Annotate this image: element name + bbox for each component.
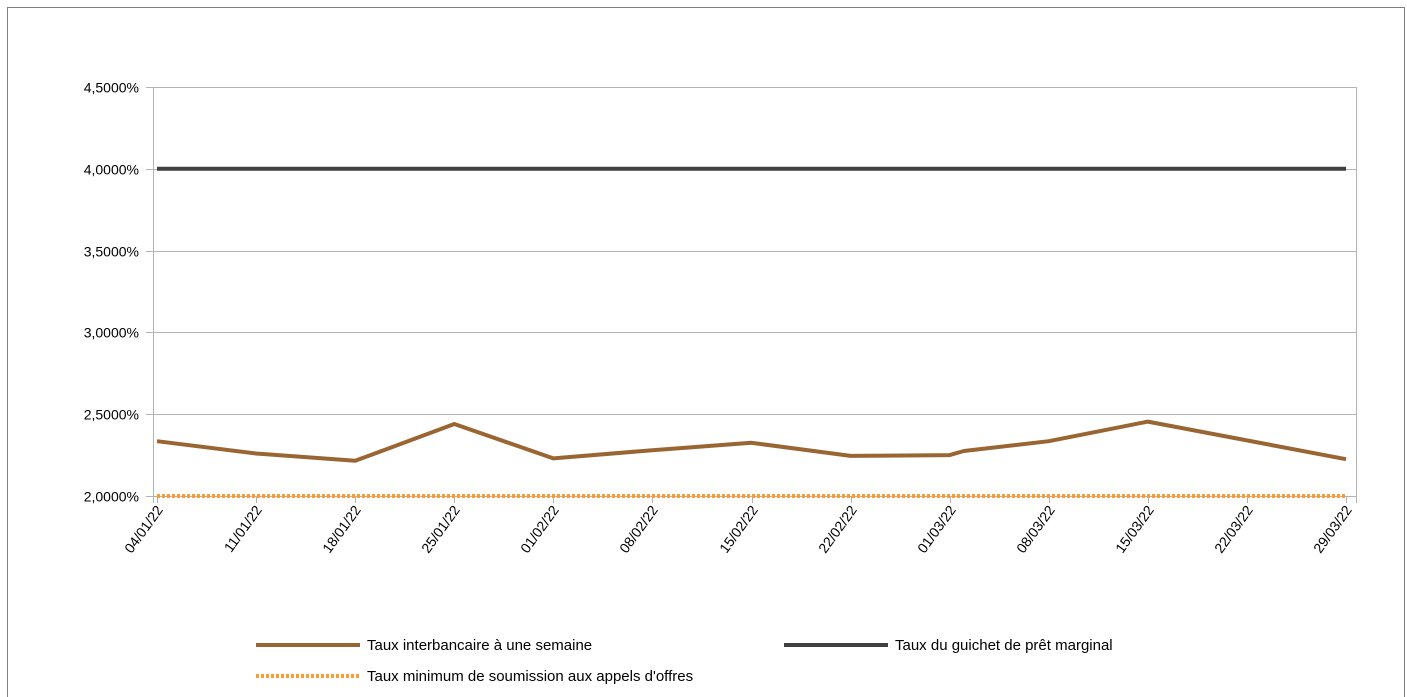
legend-item-minimum-bid: Taux minimum de soumission aux appels d'… [256,668,693,685]
legend: Taux interbancaire à une semaine Taux du … [256,637,1113,685]
legend-label: Taux interbancaire à une semaine [367,637,592,654]
x-tick-label: 01/02/22 [517,502,562,556]
legend-item-interbank: Taux interbancaire à une semaine [256,637,592,654]
x-tick-label: 15/02/22 [716,502,761,556]
y-tick-label: 3,5000% [84,244,139,260]
x-tick-label: 04/01/22 [121,502,166,556]
x-tick-label: 11/01/22 [221,502,265,555]
x-tick-label: 18/01/22 [319,502,364,556]
y-tick-label: 4,5000% [84,80,139,96]
x-tick-label: 29/03/22 [1310,502,1355,556]
y-tick-label: 2,0000% [84,489,139,505]
y-tick-label: 2,5000% [84,407,139,423]
x-tick-label: 08/03/22 [1013,502,1058,556]
x-tick-label: 22/03/22 [1211,502,1256,556]
y-tick-label: 4,0000% [84,162,139,178]
grid-lines [153,87,1356,497]
x-axis-ticks: 04/01/22 11/01/22 18/01/22 25/01/22 01/02/22… [121,496,1355,556]
chart-frame [7,7,1405,697]
x-tick-label: 08/02/22 [616,502,661,556]
x-tick-label: 15/03/22 [1112,502,1157,556]
axes [153,87,1357,503]
series-line-interbank [156,419,1347,463]
legend-label: Taux minimum de soumission aux appels d'… [367,668,693,685]
series-lines [156,166,1347,498]
x-tick-label: 22/02/22 [815,502,860,556]
x-tick-label: 25/01/22 [418,502,463,556]
x-tick-label: 01/03/22 [914,502,959,556]
legend-item-marginal-lending: Taux du guichet de prêt marginal [784,637,1113,654]
y-tick-label: 3,0000% [84,325,139,341]
legend-label: Taux du guichet de prêt marginal [895,637,1113,654]
y-axis-ticks: 2,0000% 2,5000% 3,0000% 3,5000% 4,0000% 4,500… [84,80,153,505]
